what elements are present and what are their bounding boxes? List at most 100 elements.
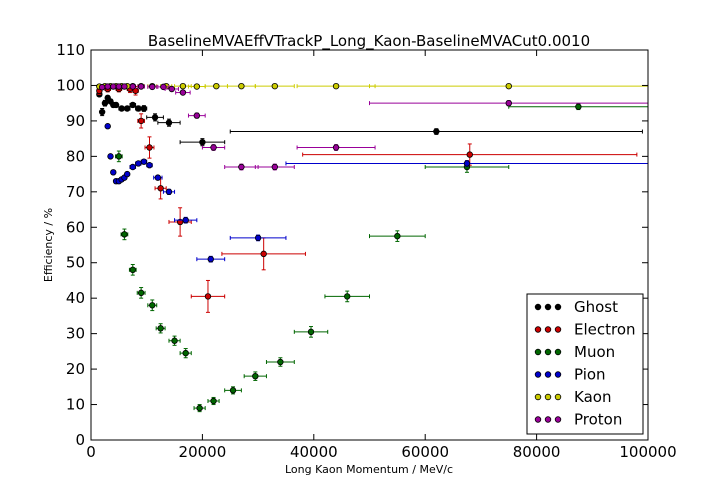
marker	[157, 185, 164, 192]
marker	[433, 128, 440, 135]
marker	[104, 83, 111, 90]
marker	[154, 174, 162, 181]
marker	[98, 108, 106, 116]
series-kaon	[96, 82, 649, 90]
data-point	[146, 113, 164, 122]
data-point	[155, 323, 166, 334]
data-point	[224, 386, 242, 395]
legend-marker	[544, 393, 552, 401]
marker	[146, 144, 153, 151]
x-tick-label: 80000	[513, 443, 561, 461]
marker	[140, 105, 148, 112]
marker	[104, 123, 111, 130]
marker	[575, 103, 582, 110]
legend-marker	[534, 326, 542, 333]
legend-entry-ghost: Ghost	[534, 298, 618, 316]
data-point	[115, 150, 123, 163]
marker	[238, 163, 245, 171]
marker	[252, 372, 259, 380]
marker	[137, 289, 145, 297]
data-point	[112, 101, 120, 109]
legend-marker	[554, 393, 562, 401]
legend-label: Proton	[574, 411, 622, 429]
legend-marker	[534, 393, 542, 401]
legend-marker	[544, 348, 552, 356]
chart-title: BaselineMVAEffVTrackP_Long_Kaon-Baseline…	[148, 32, 590, 51]
data-point	[144, 136, 155, 159]
data-point	[128, 264, 137, 276]
legend-marker	[534, 371, 542, 378]
data-point	[121, 83, 128, 90]
legend-label: Pion	[574, 366, 606, 384]
data-point	[285, 160, 649, 167]
marker	[140, 158, 148, 165]
marker	[129, 101, 136, 109]
marker	[238, 82, 245, 90]
data-point	[146, 162, 153, 169]
marker	[463, 160, 471, 167]
legend-marker	[534, 416, 542, 423]
data-point	[129, 101, 137, 109]
marker	[121, 231, 128, 238]
data-point	[136, 287, 146, 299]
data-point	[129, 83, 137, 90]
data-point	[221, 237, 306, 271]
data-point	[120, 228, 129, 241]
y-tick-label: 60	[66, 218, 85, 236]
data-point	[224, 163, 259, 171]
marker	[137, 117, 145, 125]
data-point	[147, 299, 158, 312]
data-point	[140, 105, 148, 112]
marker	[394, 232, 401, 240]
marker	[149, 83, 156, 91]
y-tick-label: 70	[66, 183, 85, 201]
y-tick-label: 50	[66, 254, 85, 272]
legend-label: Kaon	[574, 388, 611, 406]
marker	[112, 101, 120, 109]
data-point	[168, 335, 181, 346]
marker	[135, 160, 142, 167]
marker	[168, 85, 175, 93]
marker	[129, 266, 136, 274]
legend-marker	[554, 416, 562, 423]
marker	[199, 138, 206, 146]
data-point	[179, 138, 226, 147]
marker	[171, 337, 178, 344]
data-point	[110, 83, 117, 90]
legend-marker	[554, 371, 562, 378]
marker	[344, 293, 351, 300]
series-layer	[96, 82, 649, 413]
marker	[118, 105, 125, 112]
data-point	[123, 105, 131, 112]
marker	[149, 302, 156, 309]
legend-entry-electron: Electron	[534, 321, 636, 339]
marker	[277, 358, 284, 366]
legend-marker	[544, 416, 552, 423]
data-point	[302, 143, 638, 166]
data-point	[293, 326, 329, 338]
x-tick-label: 0	[86, 443, 96, 461]
data-point	[204, 82, 228, 90]
y-tick-labels: 0 10 20 30 40 50 60 70 80 90 100 110	[56, 41, 85, 449]
data-point	[164, 85, 179, 93]
data-point	[107, 153, 114, 160]
y-tick-label: 0	[75, 431, 85, 449]
axis-ticks	[90, 49, 649, 441]
y-tick-label: 10	[66, 396, 85, 414]
marker	[165, 119, 173, 126]
data-point	[137, 83, 145, 90]
x-axis-label: Long Kaon Momentum / MeV/c	[285, 463, 453, 476]
marker	[179, 82, 187, 90]
marker	[146, 162, 153, 169]
marker	[207, 255, 214, 263]
data-point	[137, 113, 145, 129]
marker	[98, 84, 106, 91]
legend-marker	[534, 303, 542, 311]
series-muon	[115, 103, 649, 413]
data-point	[104, 123, 111, 130]
data-point	[229, 128, 643, 135]
marker	[179, 89, 187, 96]
marker	[151, 114, 159, 121]
data-point	[254, 163, 295, 171]
series-pion	[104, 123, 649, 263]
